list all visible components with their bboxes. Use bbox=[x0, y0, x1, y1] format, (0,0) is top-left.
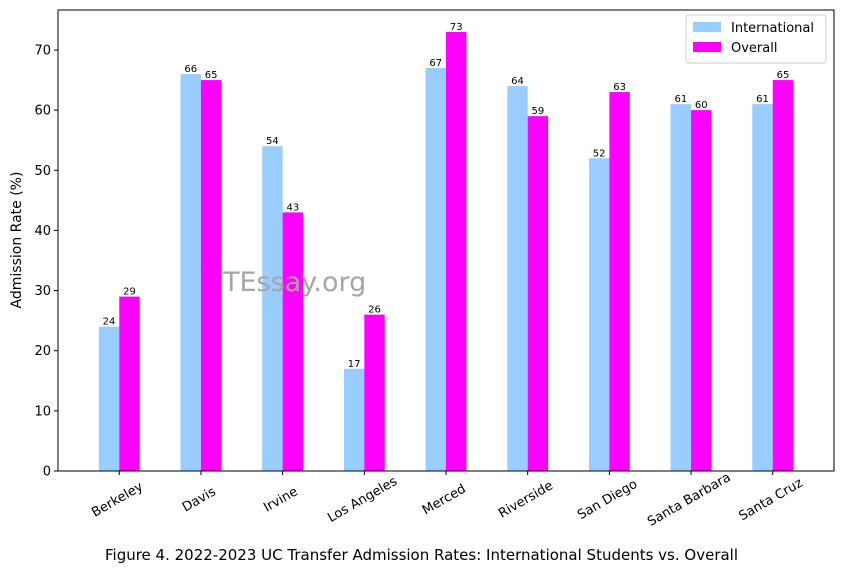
bar-international-merced bbox=[425, 68, 446, 472]
bar-overall-santa-barbara bbox=[691, 110, 712, 471]
data-label: 61 bbox=[674, 94, 687, 105]
y-tick-label: 0 bbox=[43, 465, 51, 480]
bar-international-riverside bbox=[507, 86, 528, 471]
legend: International Overall bbox=[685, 14, 827, 64]
legend-label-overall: Overall bbox=[731, 41, 777, 56]
bar-international-los-angeles bbox=[343, 368, 365, 471]
bar-overall-san-diego bbox=[609, 92, 630, 472]
bar-overall-berkeley bbox=[119, 296, 140, 471]
data-label: 64 bbox=[511, 76, 524, 87]
data-label: 29 bbox=[123, 287, 136, 298]
data-label: 26 bbox=[368, 305, 381, 316]
y-tick-label: 10 bbox=[34, 404, 51, 419]
y-tick-label: 70 bbox=[34, 43, 51, 58]
data-label: 43 bbox=[286, 202, 299, 213]
data-label: 52 bbox=[593, 148, 606, 159]
data-label: 66 bbox=[184, 64, 197, 75]
data-labels-group: 24 66 54 17 67 64 52 61 61 29 65 43 26 73 59 63 60 65 bbox=[103, 22, 790, 370]
legend-items: International Overall bbox=[693, 21, 814, 56]
bar-overall-los-angeles bbox=[364, 314, 385, 471]
y-tick-label: 30 bbox=[34, 284, 51, 299]
bar-international-berkeley bbox=[98, 326, 120, 471]
y-tick-label: 50 bbox=[34, 164, 51, 179]
data-label: 65 bbox=[205, 70, 218, 81]
data-label: 63 bbox=[613, 82, 626, 93]
bar-overall-riverside bbox=[527, 116, 549, 472]
bar-international-davis bbox=[180, 74, 201, 471]
legend-swatch-overall bbox=[693, 42, 721, 52]
legend-label-international: International bbox=[731, 21, 814, 36]
y-axis: 0 10 20 30 40 50 60 70 bbox=[34, 43, 58, 480]
bar-overall-davis bbox=[200, 80, 222, 471]
data-label: 54 bbox=[266, 136, 279, 147]
bar-international-santa-cruz bbox=[752, 104, 773, 471]
data-label: 67 bbox=[429, 58, 442, 69]
legend-swatch-international bbox=[693, 22, 721, 32]
bar-chart: 24 66 54 17 67 64 52 61 61 29 65 43 26 73 59 63 60 65 TEs… bbox=[9, 9, 835, 530]
bar-overall-santa-cruz bbox=[772, 80, 794, 471]
bars-group bbox=[98, 31, 794, 472]
y-axis-title: Admission Rate (%) bbox=[9, 172, 25, 309]
y-tick-label: 60 bbox=[34, 104, 51, 119]
data-label: 73 bbox=[450, 22, 463, 33]
data-label: 24 bbox=[103, 317, 116, 328]
data-label: 59 bbox=[532, 106, 545, 117]
bar-international-san-diego bbox=[588, 158, 610, 471]
watermark-text: TEssay.org bbox=[222, 267, 366, 298]
figure-caption: Figure 4. 2022-2023 UC Transfer Admissio… bbox=[104, 546, 739, 564]
bar-international-irvine bbox=[262, 146, 283, 472]
data-label: 17 bbox=[348, 359, 361, 370]
bar-international-santa-barbara bbox=[670, 104, 692, 471]
y-tick-label: 40 bbox=[34, 224, 51, 239]
bar-overall-merced bbox=[446, 31, 467, 471]
y-tick-label: 20 bbox=[34, 344, 51, 359]
bar-overall-irvine bbox=[282, 212, 304, 471]
data-label: 65 bbox=[777, 70, 790, 81]
data-label: 60 bbox=[695, 100, 708, 111]
data-label: 61 bbox=[756, 94, 769, 105]
